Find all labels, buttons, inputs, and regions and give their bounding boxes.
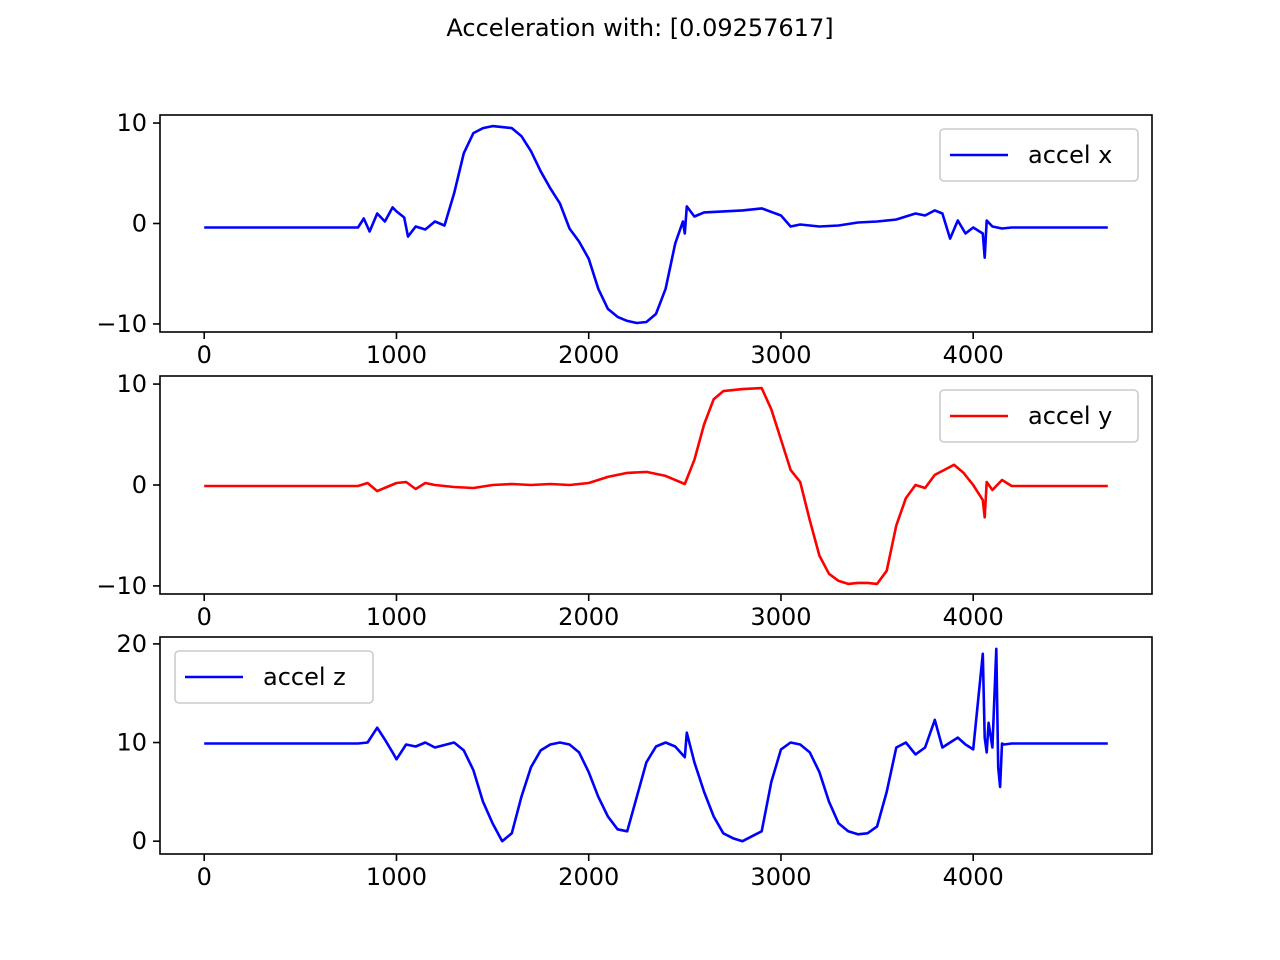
y-tick-label: 10 [116, 729, 147, 757]
x-tick-label: 0 [197, 603, 212, 631]
y-tick-label: −10 [96, 572, 147, 600]
legend-box [174, 650, 374, 704]
y-tick-label: 0 [132, 471, 147, 499]
x-tick-label: 2000 [558, 603, 619, 631]
x-tick-label: 1000 [366, 863, 427, 891]
series-line-1-1 [204, 124, 1108, 325]
x-tick-label: 1000 [366, 341, 427, 369]
legend-label: accel z [263, 663, 346, 691]
legend: accel x [939, 128, 1139, 182]
x-tick-label: 2000 [558, 341, 619, 369]
legend-label: accel y [1028, 402, 1112, 430]
legend-label: accel x [1028, 141, 1112, 169]
subplot-2: 0 1000 2000 3000 4000 −10 0 10 accel y [96, 370, 1153, 631]
x-tick-label: 2000 [558, 863, 619, 891]
y-tick-label: −10 [96, 310, 147, 338]
x-tick-label: 1000 [366, 603, 427, 631]
x-tick-label: 0 [197, 341, 212, 369]
x-tick-label: 0 [197, 863, 212, 891]
x-tick-label: 3000 [750, 603, 811, 631]
x-tick-label: 3000 [750, 341, 811, 369]
axes-frame [159, 636, 1153, 855]
legend-box [939, 128, 1139, 182]
series-line-2-1 [204, 386, 1108, 586]
y-tick-label: 10 [116, 109, 147, 137]
y-tick-label: 0 [132, 210, 147, 238]
x-tick-label: 4000 [943, 603, 1004, 631]
legend-box [939, 389, 1139, 443]
legend: accel y [939, 389, 1139, 443]
series-line-3-1 [204, 647, 1108, 843]
y-tick-label: 20 [116, 630, 147, 658]
subplot-3: 0 1000 2000 3000 4000 0 10 20 accel z [116, 630, 1153, 891]
y-tick-label: 0 [132, 827, 147, 855]
subplot-1: 0 1000 2000 3000 4000 −10 0 10 accel x [96, 109, 1153, 369]
y-tick-label: 10 [116, 370, 147, 398]
x-tick-label: 4000 [943, 863, 1004, 891]
x-tick-label: 3000 [750, 863, 811, 891]
legend: accel z [174, 650, 374, 704]
figure-title: Acceleration with: [0.09257617] [446, 14, 834, 42]
x-tick-label: 4000 [943, 341, 1004, 369]
